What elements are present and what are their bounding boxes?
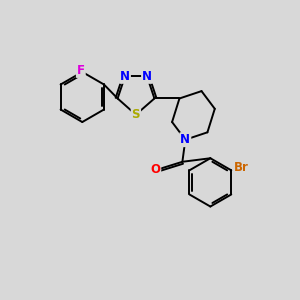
Text: Br: Br [234,161,249,174]
Text: S: S [132,108,140,121]
Text: N: N [180,133,190,146]
Text: N: N [142,70,152,83]
Text: O: O [150,163,160,176]
Text: N: N [120,70,130,83]
Text: F: F [77,64,85,77]
